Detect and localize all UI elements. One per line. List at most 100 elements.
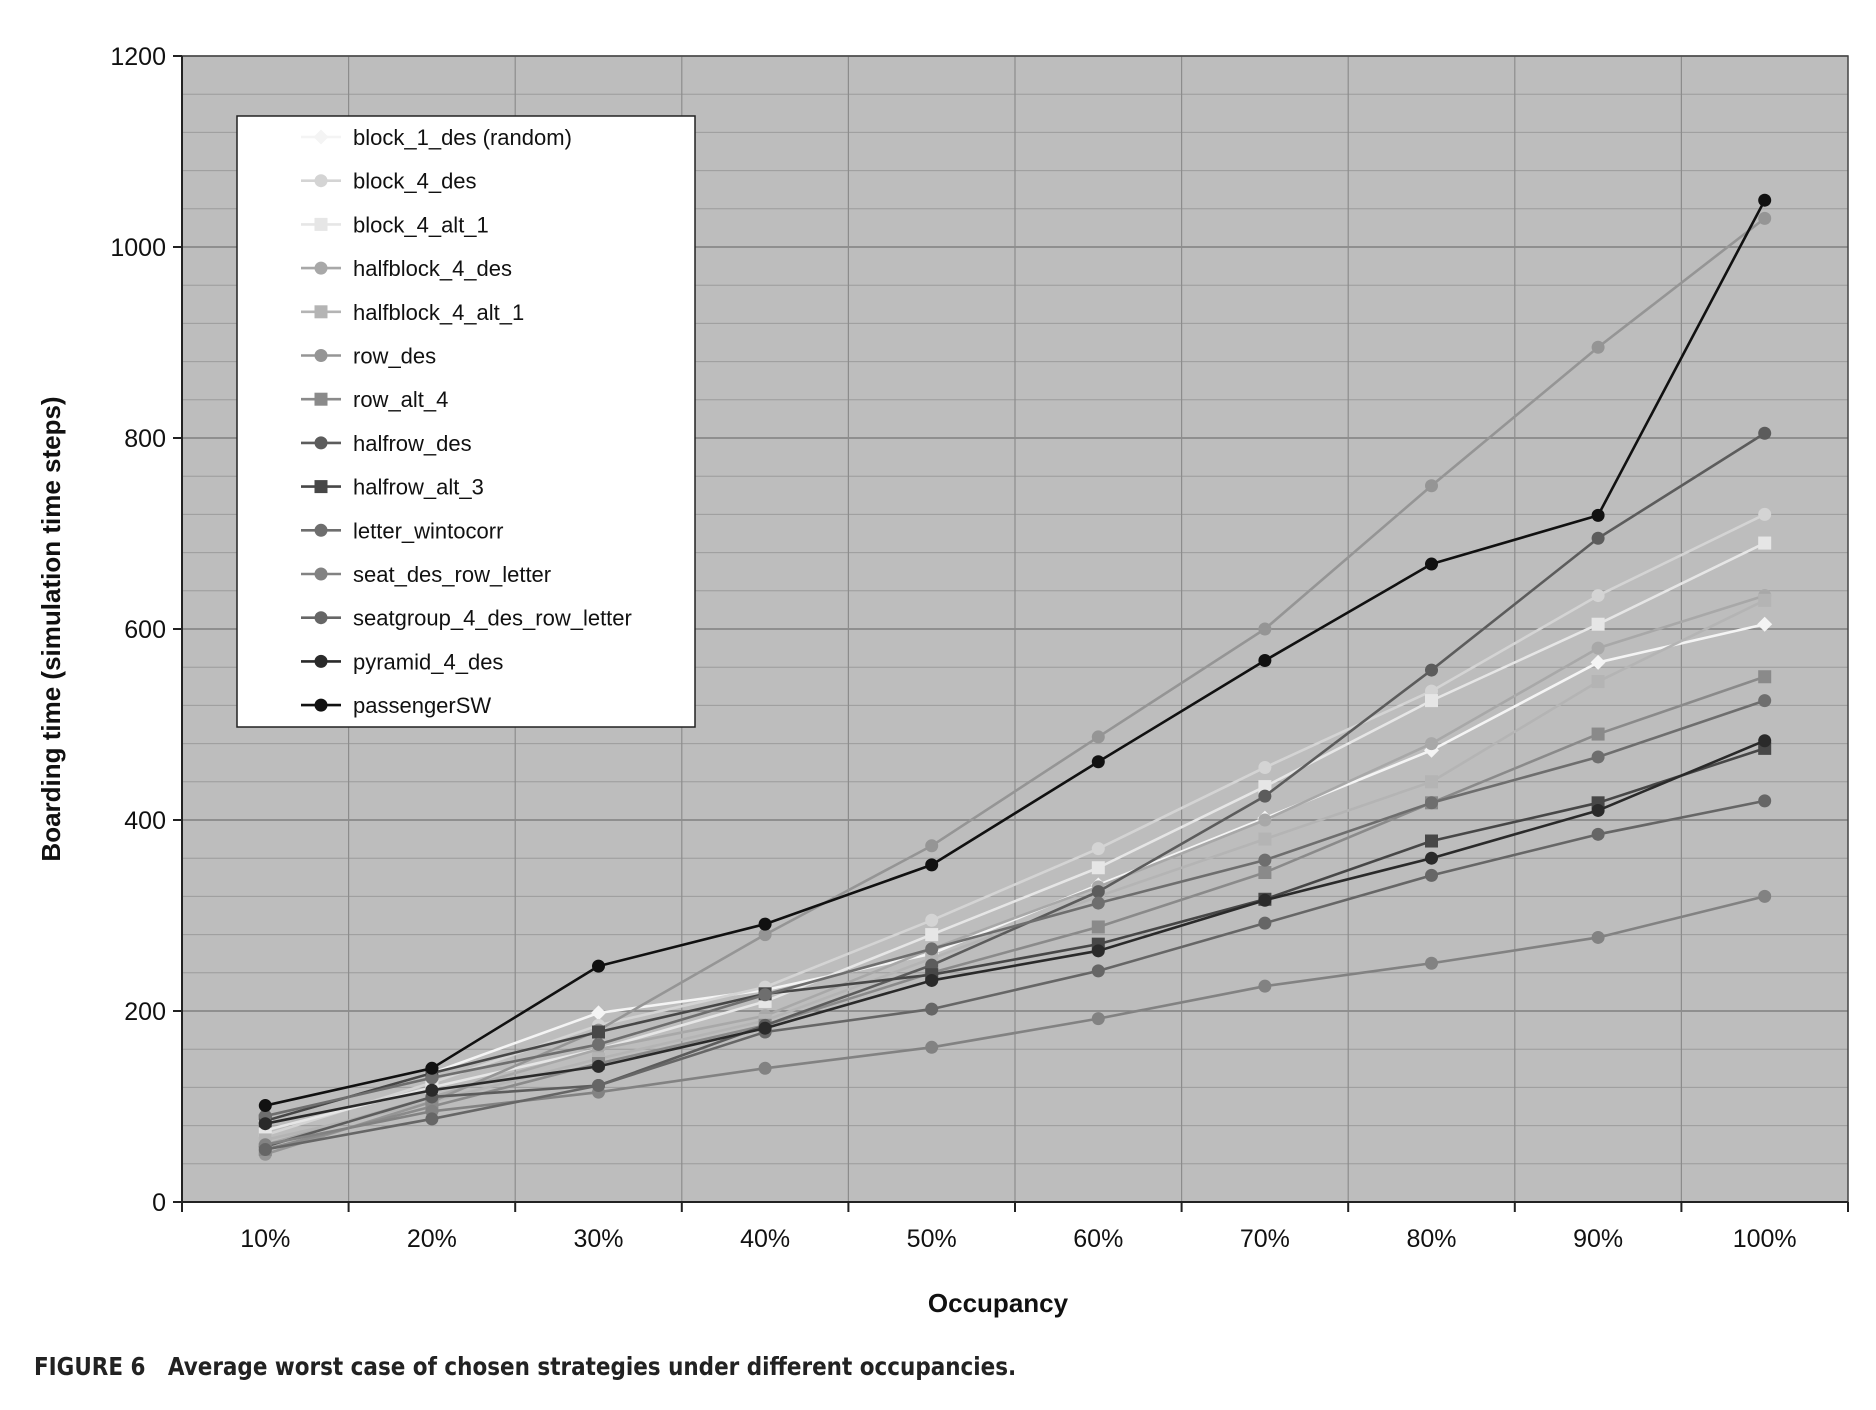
- data-point: [1758, 670, 1772, 684]
- data-point: [425, 1061, 439, 1075]
- legend-entry: halfblock_4_des: [301, 256, 512, 281]
- data-point: [1258, 979, 1272, 993]
- series-12: [258, 794, 1772, 1156]
- legend-label: pyramid_4_des: [353, 649, 503, 674]
- legend-label: seat_des_row_letter: [353, 562, 551, 587]
- y-tick-label: 600: [124, 616, 166, 644]
- legend-swatch-marker: [314, 480, 328, 494]
- legend-entry: seatgroup_4_des_row_letter: [301, 606, 632, 631]
- data-point: [1591, 803, 1605, 817]
- data-point: [592, 1025, 605, 1039]
- data-point: [1757, 616, 1773, 632]
- data-point: [1591, 589, 1605, 603]
- data-point: [1258, 760, 1272, 774]
- data-point: [1591, 508, 1605, 522]
- series-line: [264, 541, 1766, 1132]
- data-point: [1091, 1012, 1105, 1026]
- legend-entry: passengerSW: [301, 693, 491, 718]
- data-point: [1091, 920, 1105, 934]
- series-line: [264, 675, 1766, 1151]
- data-point: [1591, 727, 1605, 741]
- legend-entry: row_des: [301, 344, 436, 369]
- data-point: [1258, 893, 1272, 907]
- series-line: [265, 699, 1766, 1118]
- data-point: [1258, 853, 1272, 867]
- legend-swatch-marker: [314, 261, 328, 275]
- legend-swatch-marker: [314, 611, 328, 625]
- data-point: [1425, 851, 1438, 865]
- series-line: [265, 799, 1765, 1151]
- data-point: [1091, 944, 1105, 958]
- data-point: [1591, 641, 1605, 655]
- legend-entry: row_alt_4: [301, 387, 448, 412]
- x-tick-label: 90%: [1573, 1225, 1623, 1253]
- data-point: [1590, 654, 1606, 670]
- series-line: [265, 199, 1766, 1107]
- data-point: [1258, 789, 1272, 803]
- data-point: [1591, 930, 1605, 944]
- data-point: [425, 1083, 439, 1097]
- series-line: [264, 217, 1766, 1156]
- legend-label: row_alt_4: [353, 387, 448, 412]
- legend-entry: halfrow_alt_3: [301, 475, 484, 500]
- data-point: [1258, 780, 1272, 794]
- y-tick-label: 1000: [110, 234, 166, 262]
- data-point: [758, 917, 772, 931]
- legend-label: block_4_alt_1: [353, 212, 489, 237]
- x-tick-label: 40%: [740, 1225, 790, 1253]
- data-point: [1591, 675, 1605, 689]
- legend-entry: block_4_alt_1: [301, 212, 489, 237]
- legend-box: [236, 115, 696, 728]
- x-tick-label: 60%: [1073, 1225, 1123, 1253]
- data-point: [1425, 834, 1438, 848]
- data-point: [1591, 827, 1605, 841]
- legend-label: seatgroup_4_des_row_letter: [353, 606, 632, 631]
- data-point: [758, 1061, 772, 1075]
- legend-entry: pyramid_4_des: [301, 649, 503, 674]
- data-point: [925, 942, 939, 956]
- x-tick-label: 100%: [1733, 1225, 1797, 1253]
- data-point: [1758, 536, 1772, 550]
- legend-entry: seat_des_row_letter: [301, 562, 551, 587]
- data-point: [1591, 750, 1605, 764]
- data-point: [1591, 531, 1605, 545]
- data-point: [1425, 557, 1438, 571]
- data-point: [1591, 340, 1605, 354]
- data-point: [1425, 737, 1438, 751]
- series-10: [258, 694, 1772, 1123]
- data-point: [925, 928, 939, 942]
- series-line: [264, 594, 1766, 1146]
- axes: 0 200 400 600 800 1000 1200 10% 20% 30% 40% 50% 60% 7…: [110, 43, 1849, 1253]
- y-axis-label: Boarding time (simulation time steps): [36, 396, 66, 861]
- legend-swatch-marker: [314, 392, 328, 406]
- data-point: [1758, 593, 1772, 607]
- data-point: [1091, 842, 1105, 856]
- legend-swatch-marker: [313, 129, 329, 145]
- data-point: [1425, 775, 1438, 789]
- legend-swatch-marker: [314, 436, 328, 450]
- data-point: [925, 1040, 939, 1054]
- legend-entry: block_1_des (random): [301, 125, 572, 150]
- legend-label: halfblock_4_alt_1: [353, 300, 524, 325]
- data-point: [1258, 622, 1272, 636]
- y-tick-label: 1200: [110, 43, 166, 71]
- data-point: [1758, 211, 1772, 225]
- data-point: [425, 1071, 439, 1085]
- caption-text: Average worst case of chosen strategies …: [167, 1352, 1017, 1381]
- data-point: [592, 959, 605, 973]
- data-point: [1425, 956, 1438, 970]
- data-point: [758, 928, 772, 942]
- legend-swatch-marker: [314, 523, 328, 537]
- x-tick-label: 20%: [407, 1225, 457, 1253]
- x-tick-label: 30%: [573, 1225, 623, 1253]
- data-point: [1758, 734, 1772, 748]
- legend-label: halfrow_alt_3: [353, 475, 484, 500]
- legend-label: halfrow_des: [353, 431, 472, 456]
- data-point: [1425, 479, 1438, 493]
- legend-label: block_4_des: [353, 169, 477, 194]
- x-tick-label: 70%: [1240, 1225, 1290, 1253]
- data-point: [1091, 896, 1105, 910]
- legend: block_1_des (random) block_4_des block_4_a…: [236, 115, 696, 728]
- data-point: [1425, 796, 1438, 810]
- data-point: [1758, 889, 1772, 903]
